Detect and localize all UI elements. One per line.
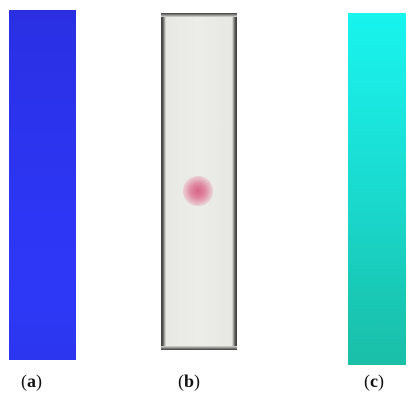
- panel-label-a: (a): [21, 371, 42, 391]
- tlc-strip-c: [348, 13, 406, 365]
- panel-label-c: (c): [364, 371, 384, 391]
- sample-spot: [183, 176, 213, 206]
- tlc-strip-b: [161, 13, 237, 350]
- tlc-strip-a: [9, 10, 76, 360]
- panel-label-b: (b): [178, 371, 201, 391]
